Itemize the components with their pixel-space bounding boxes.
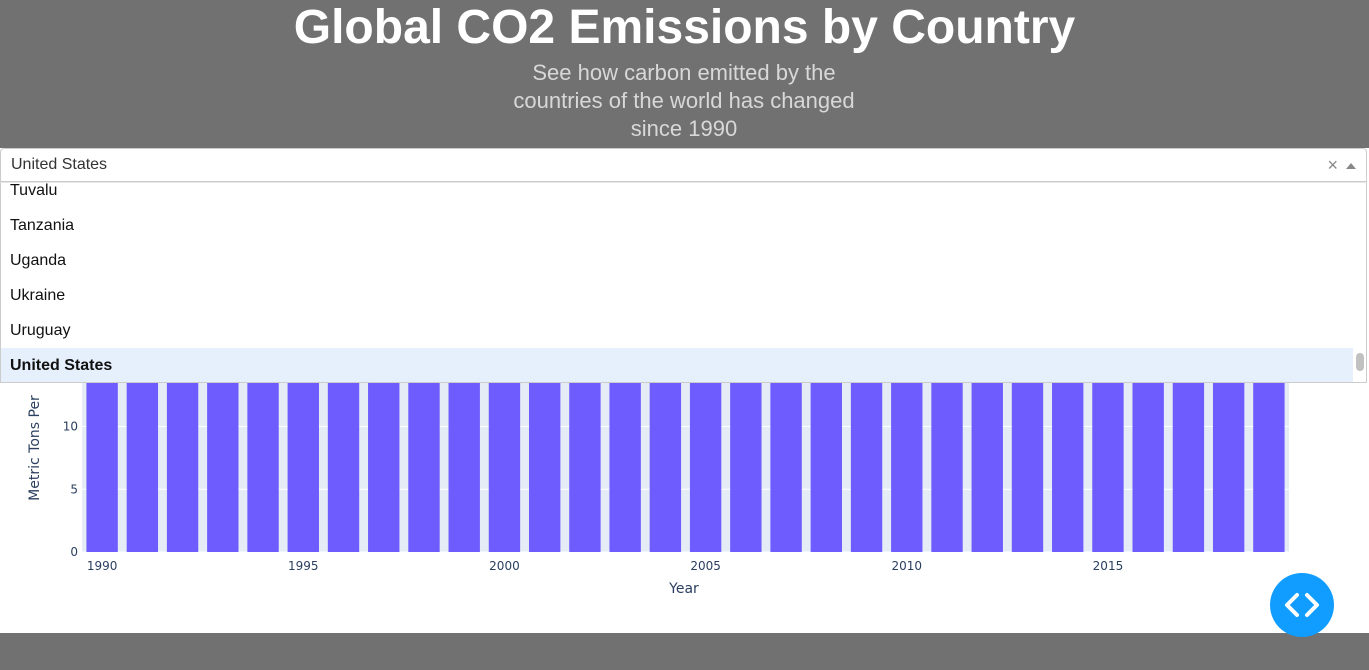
bar-2015[interactable]	[1092, 383, 1124, 552]
bar-2007[interactable]	[770, 383, 802, 552]
bar-1997[interactable]	[368, 383, 400, 552]
x-tick-label: 2010	[892, 559, 923, 573]
y-axis-ticks: 0 5 10	[63, 420, 78, 560]
bar-2012[interactable]	[971, 383, 1003, 552]
dropdown-option-ukraine[interactable]: Ukraine	[10, 287, 66, 304]
bar-1990[interactable]	[86, 383, 118, 552]
dropdown-value[interactable]: United States	[11, 156, 108, 173]
bar-2016[interactable]	[1132, 383, 1164, 552]
subtitle-line-2: countries of the world has changed	[513, 88, 855, 113]
bar-1999[interactable]	[448, 383, 480, 552]
bar-2017[interactable]	[1172, 383, 1205, 552]
x-tick-label: 2005	[690, 559, 721, 573]
bar-1991[interactable]	[126, 383, 159, 552]
bar-1993[interactable]	[207, 383, 239, 552]
bar-2004[interactable]	[649, 383, 682, 552]
x-tick-label: 1990	[87, 559, 118, 573]
dropdown-option-tanzania[interactable]: Tanzania	[10, 217, 75, 234]
bar-2013[interactable]	[1011, 383, 1044, 552]
bar-2019[interactable]	[1253, 383, 1285, 552]
x-axis-ticks: 1990 1995 2000 2005 2010 2015	[87, 559, 1123, 573]
bar-2009[interactable]	[850, 383, 883, 552]
bar-2003[interactable]	[609, 383, 641, 552]
country-dropdown[interactable]: United States ×	[0, 148, 1367, 182]
bar-1998[interactable]	[408, 383, 440, 552]
page-title: Global CO2 Emissions by Country	[293, 1, 1076, 54]
y-tick-label: 5	[70, 482, 78, 496]
page-subtitle: See how carbon emitted by the countries …	[484, 59, 884, 143]
dropdown-scrollbar[interactable]	[1356, 353, 1364, 371]
bar-2014[interactable]	[1052, 383, 1084, 552]
code-toggle-button[interactable]	[1270, 573, 1334, 637]
dropdown-option-uruguay[interactable]: Uruguay	[10, 322, 71, 339]
bar-1996[interactable]	[327, 383, 360, 552]
dropdown-option-tuvalu[interactable]: Tuvalu	[10, 182, 58, 199]
chart-gridlines	[82, 383, 1289, 553]
bar-1994[interactable]	[247, 383, 279, 552]
chevron-up-icon[interactable]	[1346, 163, 1356, 169]
dropdown-menu[interactable]: Tuvalu Tanzania Uganda Ukraine Uruguay U…	[0, 182, 1367, 383]
y-tick-label: 10	[63, 420, 78, 434]
bar-2018[interactable]	[1212, 383, 1245, 552]
code-brackets-icon	[1285, 593, 1319, 617]
bar-2001[interactable]	[528, 383, 561, 552]
x-tick-label: 2000	[489, 559, 520, 573]
clear-icon[interactable]: ×	[1327, 155, 1338, 175]
bar-1992[interactable]	[166, 383, 199, 552]
y-tick-label: 0	[70, 545, 78, 559]
y-axis-label: Metric Tons Per	[27, 395, 43, 501]
bar-1995[interactable]	[287, 383, 319, 552]
bar-2011[interactable]	[931, 383, 963, 552]
subtitle-line-1: See how carbon emitted by the	[532, 60, 836, 85]
x-tick-label: 1995	[288, 559, 319, 573]
emissions-bar-chart: 1990 1995 2000 2005 2010 2015 0 5 10 Year Metri…	[27, 383, 1289, 597]
bar-2005[interactable]	[689, 383, 722, 552]
subtitle-line-3: since 1990	[630, 116, 738, 141]
bar-2000[interactable]	[488, 383, 521, 552]
x-axis-label: Year	[668, 581, 699, 597]
chart-bars	[86, 383, 1285, 552]
dropdown-option-united-states[interactable]: United States	[1, 348, 1353, 382]
bar-2006[interactable]	[730, 383, 762, 552]
bar-2008[interactable]	[810, 383, 843, 552]
plot-area	[82, 383, 1289, 552]
bar-2010[interactable]	[891, 383, 923, 552]
footer-bar	[0, 633, 1369, 670]
x-tick-label: 2015	[1093, 559, 1124, 573]
header: Global CO2 Emissions by Country See how …	[0, 0, 1369, 148]
dropdown-option-uganda[interactable]: Uganda	[10, 252, 67, 269]
bar-2002[interactable]	[569, 383, 601, 552]
